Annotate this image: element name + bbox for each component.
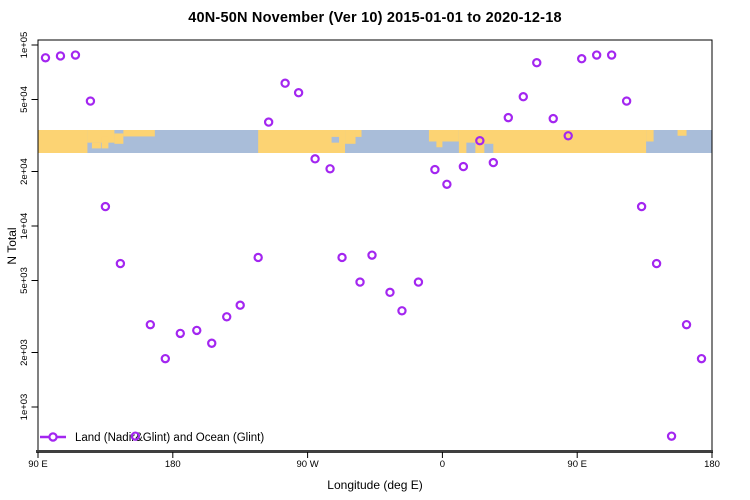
data-point <box>548 113 558 124</box>
data-point <box>397 306 407 316</box>
data-point <box>207 338 217 348</box>
data-point <box>532 58 542 68</box>
data-point <box>355 277 365 287</box>
map-band-land-segment <box>677 130 687 136</box>
map-band-land-segment <box>101 136 109 149</box>
data-point <box>681 319 692 330</box>
data-point <box>503 112 514 123</box>
data-point <box>175 328 185 339</box>
data-point <box>100 201 111 212</box>
x-tick-label: 180 <box>704 459 720 470</box>
x-tick-label: 90 E <box>28 459 48 470</box>
y-tick-label: 2e+04 <box>19 158 30 185</box>
map-band-land-segment <box>38 130 88 153</box>
data-point <box>666 431 677 441</box>
data-point <box>40 53 51 63</box>
data-point <box>130 431 141 441</box>
map-band-land-segment <box>436 141 443 148</box>
data-point <box>636 201 647 212</box>
data-point <box>55 51 66 61</box>
map-band-land-segment <box>123 130 155 137</box>
y-tick-label: 1e+05 <box>19 32 30 59</box>
data-point <box>70 50 81 60</box>
data-point <box>385 287 395 298</box>
map-band-land-segment <box>114 133 124 144</box>
legend-label: Land (Nadir&Glint) and Ocean (Glint) <box>75 432 264 444</box>
data-point <box>160 353 171 364</box>
data-point <box>413 277 424 287</box>
y-tick-label: 5e+04 <box>19 86 30 113</box>
data-point <box>310 154 320 164</box>
data-point <box>621 96 632 106</box>
y-tick-label: 5e+03 <box>19 267 30 294</box>
map-band-land-segment <box>87 130 115 143</box>
x-axis-label: Longitude (deg E) <box>327 478 423 492</box>
data-point <box>563 131 573 141</box>
x-tick-label: 180 <box>165 459 181 470</box>
map-band-ocean-segment <box>331 136 340 143</box>
data-point <box>576 54 587 64</box>
data-point <box>263 117 274 127</box>
map-band-ocean-segment <box>466 142 476 153</box>
legend-point-marker <box>48 432 58 442</box>
plot-box <box>37 39 713 453</box>
map-band-ocean-segment <box>484 143 494 153</box>
x-tick-label: 0 <box>440 459 445 470</box>
map-band-land-segment <box>345 130 356 144</box>
data-point <box>115 258 126 269</box>
y-tick-label: 1e+03 <box>19 394 30 421</box>
data-point <box>458 161 469 172</box>
data-point <box>192 325 202 336</box>
map-band-land-segment <box>355 130 362 137</box>
data-point <box>235 300 245 310</box>
chart-title: 40N-50N November (Ver 10) 2015-01-01 to … <box>188 10 562 26</box>
data-point <box>696 353 707 364</box>
data-point <box>145 319 156 330</box>
data-point <box>651 258 662 269</box>
data-point <box>430 164 440 175</box>
data-point <box>475 135 485 146</box>
data-point <box>518 92 528 102</box>
map-band-land-segment <box>428 130 459 142</box>
map-band-land-segment <box>646 130 654 142</box>
data-point <box>442 179 452 189</box>
map-band-land-segment <box>458 130 647 153</box>
map-band-land-segment <box>258 130 346 153</box>
data-point <box>606 50 617 60</box>
data-point <box>591 50 602 60</box>
data-point <box>367 250 377 260</box>
data-point <box>85 96 96 106</box>
data-point <box>280 78 290 88</box>
x-tick-label: 90 W <box>297 459 319 470</box>
x-tick-label: 90 E <box>567 459 587 470</box>
data-point <box>253 252 263 263</box>
data-point <box>325 164 335 174</box>
map-band-land-segment <box>91 142 101 149</box>
data-point <box>337 252 347 263</box>
data-point <box>488 157 499 168</box>
y-tick-label: 1e+04 <box>19 213 30 240</box>
y-tick-label: 2e+03 <box>19 339 30 366</box>
data-point <box>222 312 232 322</box>
data-point <box>293 88 304 98</box>
